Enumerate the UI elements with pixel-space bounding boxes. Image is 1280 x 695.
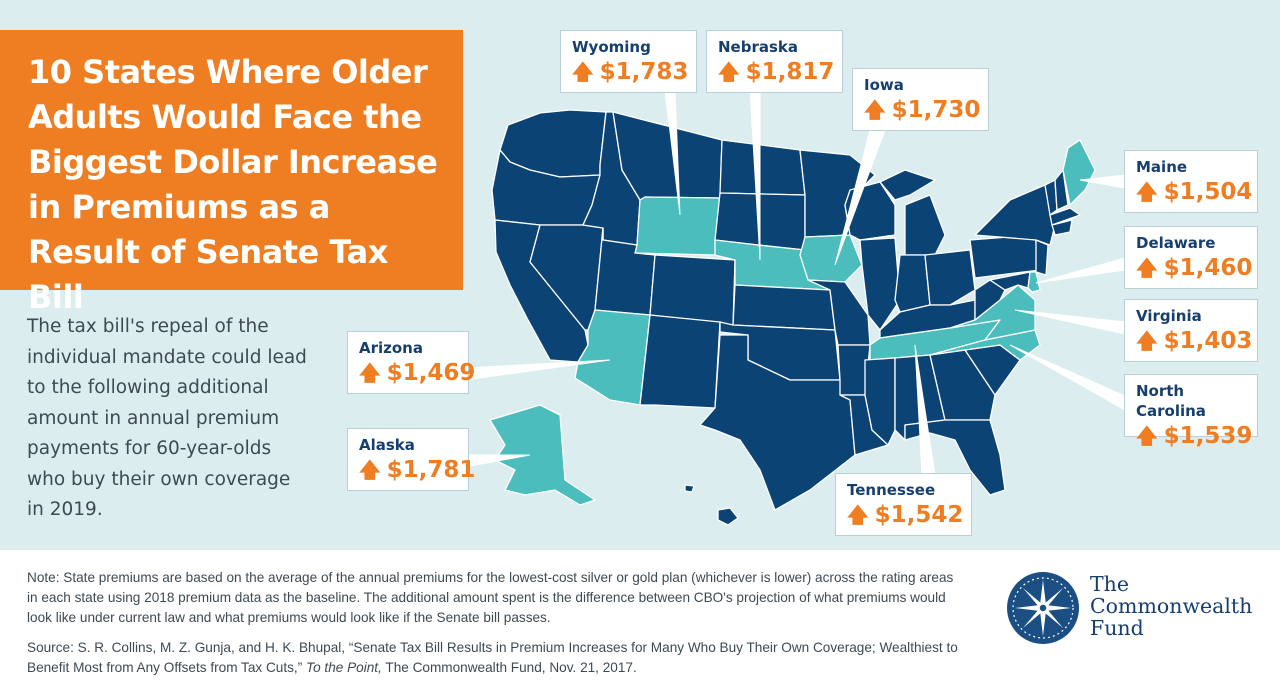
- title-banner: 10 States Where Older Adults Would Face …: [0, 30, 463, 316]
- callout-state: Wyoming: [572, 38, 651, 56]
- up-arrow-icon: 🡅: [572, 60, 594, 84]
- compass-emblem-icon: [1007, 572, 1079, 644]
- state-michigan: [904, 194, 946, 256]
- state-kansas: [732, 284, 836, 331]
- callout-nebraska: Nebraska 🡅 $1,817: [706, 30, 843, 93]
- callout-state: Delaware: [1136, 234, 1216, 252]
- callout-amount: $1,542: [874, 502, 964, 528]
- state-texas: [699, 334, 856, 511]
- leader-north-carolina: [1009, 344, 1126, 411]
- state-connecticut: [1051, 219, 1073, 236]
- state-new-hampshire: [1054, 169, 1069, 211]
- up-arrow-icon: 🡅: [1136, 256, 1158, 280]
- callout-amount: $1,783: [599, 59, 689, 85]
- up-arrow-icon: 🡅: [359, 458, 381, 482]
- up-arrow-icon: 🡅: [1136, 424, 1158, 448]
- callout-state: North Carolina: [1136, 382, 1206, 420]
- callout-amount: $1,817: [745, 59, 835, 85]
- callout-state: Iowa: [864, 76, 904, 94]
- callout-state: Arizona: [359, 339, 423, 357]
- callout-amount: $1,504: [1163, 179, 1253, 205]
- logo-wordmark: The Commonwealth Fund: [1090, 572, 1253, 640]
- state-ohio: [924, 249, 976, 306]
- callout-amount: $1,539: [1163, 423, 1253, 449]
- footnote: Note: State premiums are based on the av…: [27, 570, 954, 625]
- callout-state: Maine: [1136, 158, 1188, 176]
- map-panel: 10 States Where Older Adults Would Face …: [0, 30, 1258, 536]
- callout-iowa: Iowa 🡅 $1,730: [852, 68, 989, 131]
- callout-state: Tennessee: [847, 481, 936, 499]
- state-new-york: [974, 184, 1056, 246]
- up-arrow-icon: 🡅: [847, 503, 869, 527]
- callout-amount: $1,403: [1163, 328, 1253, 354]
- callout-alaska: Alaska 🡅 $1,781: [347, 428, 475, 491]
- page-title: 10 States Where Older Adults Would Face …: [28, 53, 438, 316]
- callout-state: Alaska: [359, 436, 415, 454]
- callout-north-carolina: North Carolina 🡅 $1,539: [1124, 374, 1258, 449]
- callout-maine: Maine 🡅 $1,504: [1124, 150, 1258, 213]
- state-michigan-upper: [879, 169, 936, 201]
- callout-arizona: Arizona 🡅 $1,469: [347, 331, 475, 394]
- state-colorado: [649, 254, 736, 326]
- up-arrow-icon: 🡅: [718, 60, 740, 84]
- state-new-jersey: [1035, 239, 1049, 276]
- leader-delaware: [1035, 257, 1126, 284]
- callout-amount: $1,460: [1163, 255, 1253, 281]
- state-maryland: [989, 271, 1031, 291]
- up-arrow-icon: 🡅: [359, 361, 381, 385]
- footer: Note: State premiums are based on the av…: [0, 550, 1280, 695]
- state-hawaii: [717, 507, 739, 526]
- state-delaware: [1027, 271, 1041, 293]
- callout-amount: $1,730: [891, 97, 981, 123]
- state-hawaii-islet: [684, 484, 695, 493]
- state-maine: [1062, 139, 1096, 206]
- callout-delaware: Delaware 🡅 $1,460: [1124, 226, 1258, 289]
- state-north-dakota: [719, 139, 806, 196]
- callout-amount: $1,781: [386, 457, 476, 483]
- up-arrow-icon: 🡅: [1136, 329, 1158, 353]
- state-iowa: [799, 234, 863, 283]
- callout-amount: $1,469: [386, 360, 476, 386]
- up-arrow-icon: 🡅: [864, 98, 886, 122]
- state-new-mexico: [639, 314, 721, 409]
- callout-tennessee: Tennessee 🡅 $1,542: [835, 473, 972, 536]
- callout-wyoming: Wyoming 🡅 $1,783: [560, 30, 697, 93]
- callout-state: Virginia: [1136, 307, 1202, 325]
- commonwealth-fund-logo: The Commonwealth Fund: [1006, 569, 1266, 649]
- state-wyoming: [634, 196, 721, 256]
- state-indiana: [894, 254, 931, 313]
- intro-text: The tax bill's repeal of the individual …: [27, 316, 307, 520]
- callout-virginia: Virginia 🡅 $1,403: [1124, 299, 1258, 362]
- us-map: [464, 89, 1126, 526]
- source-citation: Source: S. R. Collins, M. Z. Gunja, and …: [27, 640, 958, 675]
- state-massachusetts: [1049, 207, 1081, 226]
- up-arrow-icon: 🡅: [1136, 180, 1158, 204]
- callout-state: Nebraska: [718, 38, 799, 56]
